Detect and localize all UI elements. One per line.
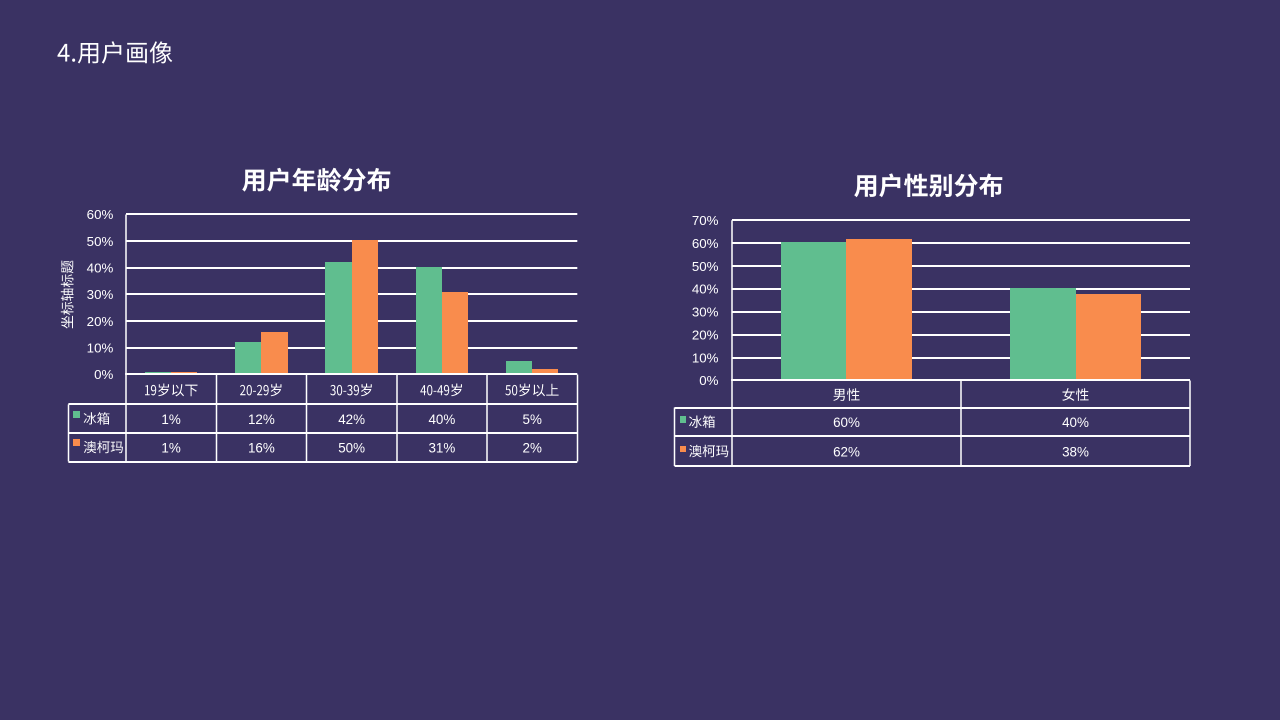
svg-text:50%: 50%: [692, 259, 719, 274]
svg-text:70%: 70%: [692, 213, 719, 228]
svg-text:50%: 50%: [87, 234, 114, 249]
svg-text:16%: 16%: [248, 440, 275, 455]
svg-text:20%: 20%: [87, 314, 114, 329]
svg-text:0%: 0%: [699, 373, 718, 388]
svg-text:5%: 5%: [523, 412, 542, 427]
svg-text:1%: 1%: [161, 412, 180, 427]
svg-text:20%: 20%: [692, 327, 719, 342]
svg-text:30%: 30%: [692, 305, 719, 320]
svg-text:2%: 2%: [523, 440, 542, 455]
svg-text:10%: 10%: [87, 341, 114, 356]
svg-text:1%: 1%: [161, 440, 180, 455]
svg-text:40%: 40%: [428, 412, 455, 427]
svg-text:40%: 40%: [87, 261, 114, 276]
svg-text:60%: 60%: [87, 207, 114, 222]
svg-text:10%: 10%: [692, 350, 719, 365]
svg-text:30%: 30%: [87, 287, 114, 302]
svg-text:40%: 40%: [692, 282, 719, 297]
svg-text:60%: 60%: [692, 236, 719, 251]
svg-text:12%: 12%: [248, 412, 275, 427]
svg-text:60%: 60%: [833, 415, 860, 430]
svg-text:0%: 0%: [94, 367, 113, 382]
svg-text:31%: 31%: [428, 440, 455, 455]
svg-text:62%: 62%: [833, 444, 860, 459]
svg-text:42%: 42%: [338, 412, 365, 427]
svg-text:40%: 40%: [1062, 415, 1089, 430]
svg-text:38%: 38%: [1062, 444, 1089, 459]
svg-text:50%: 50%: [338, 440, 365, 455]
